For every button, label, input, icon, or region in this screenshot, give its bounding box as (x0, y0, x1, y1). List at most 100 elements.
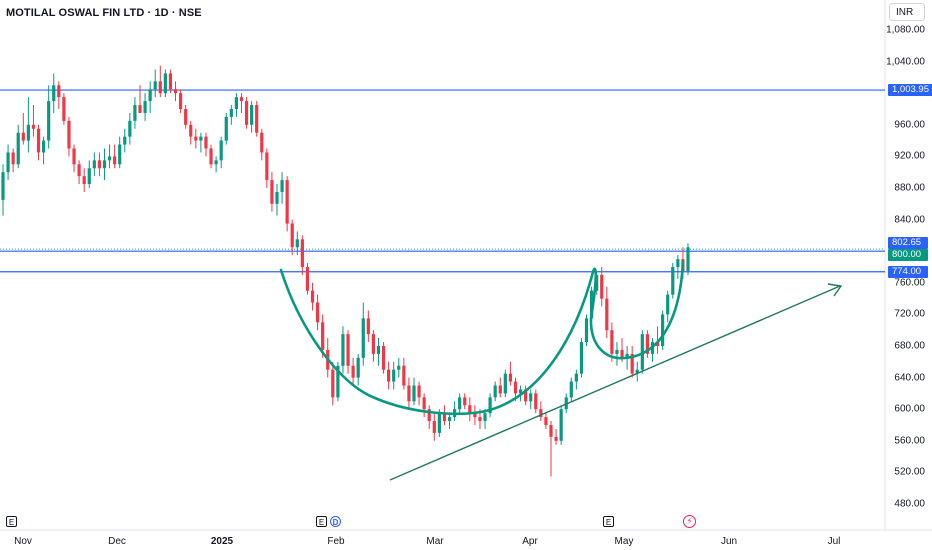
candle-body (579, 342, 584, 374)
candle-body (508, 373, 513, 382)
candle-body (534, 393, 538, 410)
candle-body (422, 397, 426, 410)
candle-body (31, 124, 36, 129)
candle-body (77, 164, 81, 177)
candle-body (26, 124, 30, 141)
candle-body (605, 298, 609, 331)
trendline-drawing[interactable] (389, 285, 841, 481)
candle-body (224, 116, 228, 141)
candle-body (123, 136, 127, 145)
level-price-tag: 800.00 (888, 249, 928, 262)
candle-body (290, 223, 294, 248)
candle-body (52, 85, 56, 102)
candle-body (640, 334, 644, 370)
candle-body (524, 389, 528, 402)
candle-body (539, 409, 543, 418)
candle-body (635, 369, 639, 374)
candle-body (138, 105, 142, 113)
candle-body (417, 385, 421, 398)
candle-body (219, 140, 223, 161)
candle-body (11, 152, 15, 165)
candle-body (655, 342, 660, 346)
candle-body (458, 397, 462, 410)
candle-body (569, 381, 573, 398)
trendline-arrowhead (827, 283, 843, 297)
candle-body (97, 160, 102, 169)
candle-body (72, 148, 76, 165)
x-axis-tick-label: Feb (327, 536, 345, 547)
candle-body (336, 365, 340, 398)
flash-event-icon[interactable]: ⚡ (683, 515, 696, 528)
candle-body (107, 156, 112, 161)
candle-body (250, 105, 254, 125)
candle-body (549, 425, 553, 437)
level-price-tag: 774.00 (888, 265, 928, 278)
x-axis-tick-label: Apr (522, 536, 538, 547)
candle-body (234, 97, 239, 109)
x-axis-tick-label: Mar (426, 536, 444, 547)
y-axis-tick-label: 840.00 (894, 214, 925, 226)
candle-body (184, 109, 188, 125)
x-axis-tick-label: May (614, 536, 634, 547)
candle-body (407, 385, 411, 402)
candle-body (366, 318, 370, 335)
candle-body (209, 148, 213, 165)
candle-body (204, 136, 208, 149)
candle-body (392, 369, 396, 382)
candle-body (102, 160, 107, 169)
earnings-event-marker[interactable]: E (316, 516, 327, 527)
candle-body (478, 417, 482, 422)
x-axis-tick-label: Jul (827, 536, 841, 547)
y-axis-tick-label: 480.00 (894, 498, 925, 510)
cup-and-handle-drawing[interactable] (279, 260, 685, 416)
candle-body (686, 247, 690, 271)
y-axis-tick-label: 920.00 (894, 150, 925, 162)
candle-body (554, 436, 558, 441)
x-axis-tick-label: Dec (108, 536, 126, 547)
y-axis-tick-label: 720.00 (894, 308, 925, 320)
candle-body (280, 180, 284, 192)
earnings-event-marker[interactable]: E (603, 516, 614, 527)
x-axis-tick-label: Nov (14, 536, 32, 547)
candle-body (503, 373, 507, 394)
last-price-tag: 802.65 (888, 237, 928, 250)
candle-body (630, 353, 634, 374)
y-axis-tick-label: 760.00 (894, 277, 925, 289)
candle-body (148, 89, 152, 102)
candle-body (260, 132, 264, 153)
candle-body (544, 417, 548, 425)
candle-body (473, 413, 477, 418)
y-axis-tick-label: 680.00 (894, 340, 925, 352)
candle-body (529, 393, 533, 402)
currency-selector[interactable]: INR (889, 3, 925, 21)
candle-body (341, 334, 345, 366)
candle-body (21, 132, 25, 141)
y-axis-tick-label: 640.00 (894, 372, 925, 384)
candle-body (128, 120, 132, 137)
candle-body (295, 239, 299, 248)
candle-body (559, 409, 563, 441)
candle-body (625, 353, 629, 358)
x-axis-tick-label: Jun (720, 536, 738, 547)
level-price-tag: 1,003.95 (888, 84, 932, 97)
candle-body (331, 369, 335, 398)
candle-body (229, 109, 233, 117)
candle-body (300, 239, 304, 267)
dividend-event-marker[interactable]: D (330, 516, 341, 527)
y-axis-tick-label: 1,080.00 (886, 24, 925, 36)
candle-body (173, 89, 178, 94)
candle-body (397, 365, 401, 370)
candle-body (346, 334, 350, 366)
candle-body (661, 314, 665, 346)
candle-body (412, 385, 416, 402)
candle-body (214, 160, 218, 165)
candle-body (513, 381, 518, 394)
candle-body (163, 73, 167, 94)
chart-title: MOTILAL OSWAL FIN LTD · 1D · NSE (6, 7, 202, 19)
y-axis-tick-label: 960.00 (894, 119, 925, 131)
earnings-event-marker[interactable]: E (6, 516, 17, 527)
candles (1, 65, 690, 477)
y-axis-tick-label: 520.00 (894, 466, 925, 478)
candle-body (6, 152, 10, 173)
